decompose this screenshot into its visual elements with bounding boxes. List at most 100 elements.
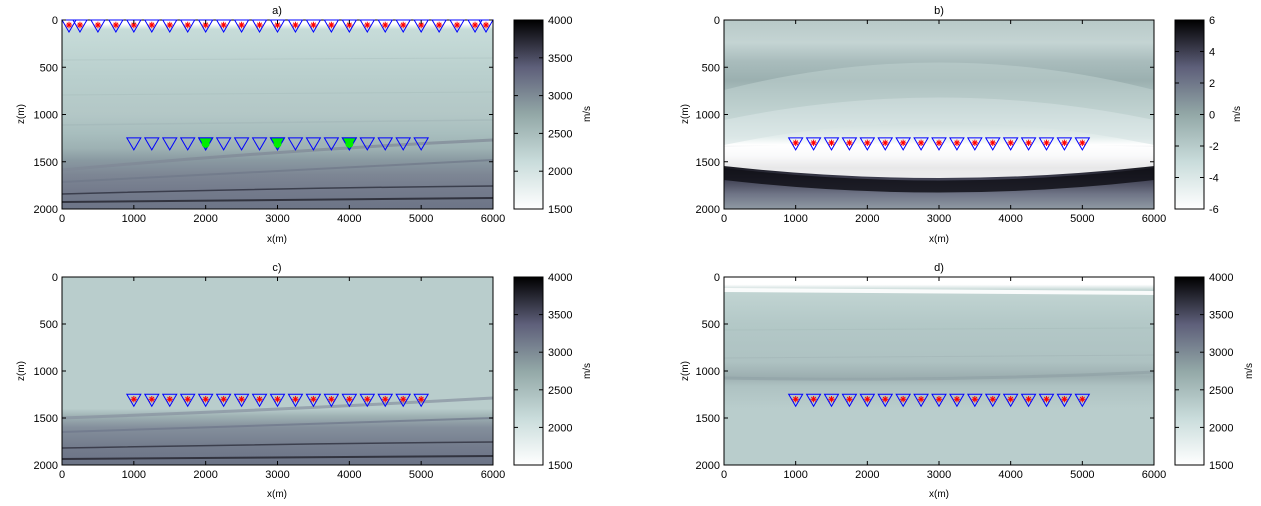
y-tick-label: 1500 [696,413,720,425]
panel-b: 0 1000 2000 3000 4000 5000 6000 0 500 1000 1500 200… [680,5,1243,245]
panel-d-title: d) [934,262,944,274]
x-tick-label: 2000 [193,213,217,225]
colorbar-tick-label: 2000 [548,166,572,178]
receiver-marker [179,137,196,151]
colorbar-tick-label: 4 [1209,47,1215,59]
receiver-marker [377,137,394,151]
receiver-marker [395,393,412,408]
panel-c-colorbar-label: m/s [582,363,593,379]
source-star [1079,396,1086,403]
source-star [148,21,155,29]
panel-c-ylabel: z(m) [16,361,27,381]
panel-b-lens [724,62,1154,193]
colorbar-tick-label: -2 [1209,141,1219,153]
receiver-marker [841,393,858,408]
receiver-marker [1020,393,1037,408]
panel-a-xlabel: x(m) [267,234,287,245]
panel-b-colorbar [1174,19,1205,210]
colorbar-tick-label: 4000 [548,15,572,27]
source-star [346,396,353,403]
colorbar-tick-label: 1500 [1209,460,1233,472]
colorbar-tick-label: 3500 [1209,310,1233,322]
receiver-marker [431,19,447,33]
source-star [792,396,799,403]
source-star [76,21,84,29]
source-star [971,139,979,147]
receiver-marker [61,19,77,33]
panel-b-markers [787,137,1091,151]
source-star [1025,396,1032,403]
receiver-marker [395,19,412,33]
source-star [148,396,155,403]
source-star [792,139,799,147]
receiver-marker [143,137,160,151]
x-tick-label: 6000 [1142,213,1166,225]
source-star [382,21,389,29]
y-tick-label: 1500 [34,413,58,425]
receiver-marker [305,19,322,33]
source-star [346,21,353,29]
colorbar-tick-label: 3500 [548,53,572,65]
receiver-marker [161,137,178,151]
source-star [828,396,835,403]
receiver-marker [1056,393,1073,408]
source-star [846,139,853,147]
x-tick-label: 5000 [409,213,433,225]
source-star [989,396,996,403]
receiver-marker [233,137,250,151]
panel-c-colorbar-ticks: 1500 2000 2500 3000 3500 4000 [514,272,572,472]
source-star [400,396,407,403]
y-tick-label: 1000 [696,110,720,122]
panel-c-image [62,277,493,465]
source-star [935,139,943,147]
x-tick-label: 3000 [927,469,951,481]
receiver-marker [179,393,196,408]
panel-b-axes: 0 1000 2000 3000 4000 5000 6000 0 500 1000 1500 200… [696,15,1167,225]
colorbar-tick-label: -6 [1209,204,1219,216]
source-star [471,21,479,29]
receiver-marker [377,19,394,33]
y-tick-label: 1000 [696,366,720,378]
receiver-marker [161,393,178,408]
receiver-marker [1020,137,1037,151]
panel-d-image [724,277,1154,465]
colorbar-tick-label: 3000 [548,91,572,103]
panel-d-markers [787,393,1091,408]
receiver-marker [1056,137,1073,151]
x-tick-label: 1000 [783,469,807,481]
y-tick-label: 1500 [696,157,720,169]
source-star [292,396,299,403]
panel-c-axes: 0 1000 2000 3000 4000 5000 6000 0 500 1000 1500 200… [34,272,506,481]
receiver-marker [72,19,88,33]
receiver-marker [823,393,840,408]
receiver-marker [90,19,106,33]
y-tick-label: 2000 [696,204,720,216]
x-tick-label: 3000 [927,213,951,225]
receiver-marker [233,393,250,408]
receiver-marker [395,137,412,151]
y-tick-label: 0 [714,15,720,27]
x-tick-label: 0 [59,213,65,225]
receiver-marker [841,137,858,151]
source-star [810,139,817,147]
receiver-marker [859,137,876,151]
receiver-marker [215,19,232,33]
source-star [364,21,371,29]
receiver-marker [966,393,983,408]
y-tick-label: 1000 [34,366,58,378]
y-tick-label: 500 [702,319,720,331]
colorbar-tick-label: 4000 [548,272,572,284]
panel-d-colorbar [1174,276,1205,466]
receiver-marker [323,137,340,151]
receiver-marker [1038,393,1055,408]
panel-a-ylabel: z(m) [16,104,27,124]
source-star [828,139,835,147]
x-tick-label: 6000 [481,469,505,481]
x-tick-label: 0 [721,469,727,481]
source-star [202,21,209,29]
source-star [1043,139,1050,147]
receiver-marker [143,19,160,33]
panel-b-xlabel: x(m) [929,234,949,245]
receiver-marker [1074,393,1091,408]
